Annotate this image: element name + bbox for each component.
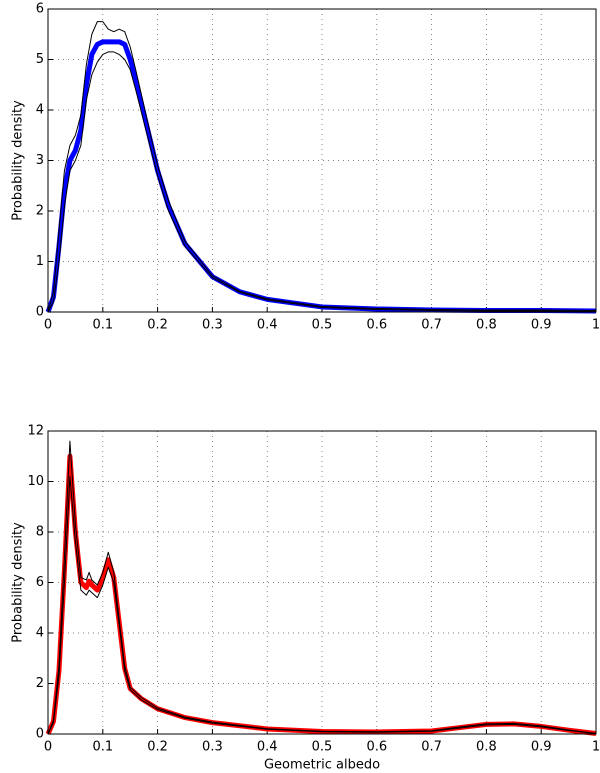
x-tick-label: 0.2: [147, 740, 168, 755]
series-line: [47, 51, 597, 313]
y-tick-label: 8: [36, 525, 44, 540]
series-line: [45, 39, 597, 314]
x-tick-label: 0.1: [92, 318, 113, 333]
y-tick-label: 3: [36, 153, 44, 168]
subplot: 0 0.1 0.2 0.3 0.4 0.5 0.6 0.7 0.8 0.9 1 0 1 2 3 4 5 6 Prob…: [11, 2, 600, 333]
x-axis-label: Geometric albedo: [264, 758, 380, 773]
x-tick-label: 0: [44, 740, 52, 755]
y-tick-label: 1: [36, 254, 44, 269]
x-tick-label: 0.4: [257, 318, 278, 333]
x-tick-label: 0.5: [312, 318, 333, 333]
y-axis-label: Probability density: [11, 100, 26, 221]
x-tick-label: 0.6: [366, 318, 387, 333]
y-tick-label: 4: [36, 103, 44, 118]
x-tick-label: 0.6: [366, 740, 387, 755]
x-tick-label: 0.2: [147, 318, 168, 333]
y-tick-label: 4: [36, 626, 44, 641]
y-tick-label: 2: [36, 204, 44, 219]
y-tick-label: 2: [36, 676, 44, 691]
y-tick-label: 6: [36, 2, 44, 17]
x-tick-label: 1: [592, 318, 600, 333]
series-line: [47, 440, 597, 735]
series-line: [47, 21, 597, 313]
y-tick-label: 0: [36, 727, 44, 742]
series-line: [45, 453, 597, 736]
x-tick-label: 0.3: [202, 318, 223, 333]
x-tick-label: 1: [592, 740, 600, 755]
x-tick-label: 0.8: [476, 740, 497, 755]
x-tick-label: 0.9: [531, 740, 552, 755]
subplot: 0 0.1 0.2 0.3 0.4 0.5 0.6 0.7 0.8 0.9 1024681012Pr…: [11, 424, 600, 773]
x-tick-label: 0.1: [92, 740, 113, 755]
series-line: [47, 475, 597, 735]
y-tick-label: 5: [36, 52, 44, 67]
x-tick-label: 0.3: [202, 740, 223, 755]
plot-frame: [47, 8, 597, 313]
x-tick-label: 0.8: [476, 318, 497, 333]
y-axis-label: Probability density: [11, 522, 26, 643]
x-tick-label: 0.7: [421, 740, 442, 755]
y-tick-label: 12: [27, 424, 44, 439]
y-tick-label: 10: [27, 474, 44, 489]
x-tick-label: 0.4: [257, 740, 278, 755]
x-tick-label: 0: [44, 318, 52, 333]
plot-frame: [47, 430, 597, 735]
y-tick-label: 0: [36, 305, 44, 320]
x-tick-label: 0.5: [312, 740, 333, 755]
x-tick-label: 0.9: [531, 318, 552, 333]
x-tick-label: 0.7: [421, 318, 442, 333]
y-tick-label: 6: [36, 575, 44, 590]
